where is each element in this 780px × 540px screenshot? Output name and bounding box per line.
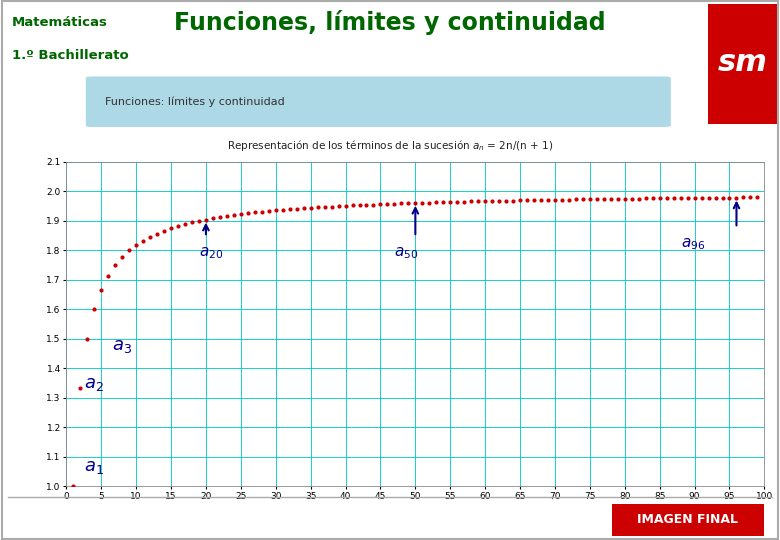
Text: $a_{3}$: $a_{3}$	[112, 337, 132, 355]
FancyBboxPatch shape	[86, 77, 671, 127]
Text: Representación de los términos de la sucesión $a_n$ = 2n/(n + 1): Representación de los términos de la suc…	[227, 138, 553, 153]
Text: IMAGEN FINAL: IMAGEN FINAL	[637, 513, 739, 526]
FancyBboxPatch shape	[708, 4, 777, 124]
Text: sm: sm	[718, 48, 768, 77]
Text: $a_{50}$: $a_{50}$	[395, 246, 419, 261]
Text: Funciones, límites y continuidad: Funciones, límites y continuidad	[174, 10, 606, 35]
Text: 1.º Bachillerato: 1.º Bachillerato	[12, 49, 129, 62]
Text: $a_{20}$: $a_{20}$	[199, 246, 223, 261]
FancyBboxPatch shape	[612, 504, 764, 536]
Text: $a_{2}$: $a_{2}$	[83, 375, 104, 393]
Text: $a_{1}$: $a_{1}$	[83, 458, 104, 476]
Text: $a_{96}$: $a_{96}$	[681, 237, 705, 252]
Text: Matemáticas: Matemáticas	[12, 16, 108, 29]
Text: Funciones: límites y continuidad: Funciones: límites y continuidad	[105, 97, 285, 107]
